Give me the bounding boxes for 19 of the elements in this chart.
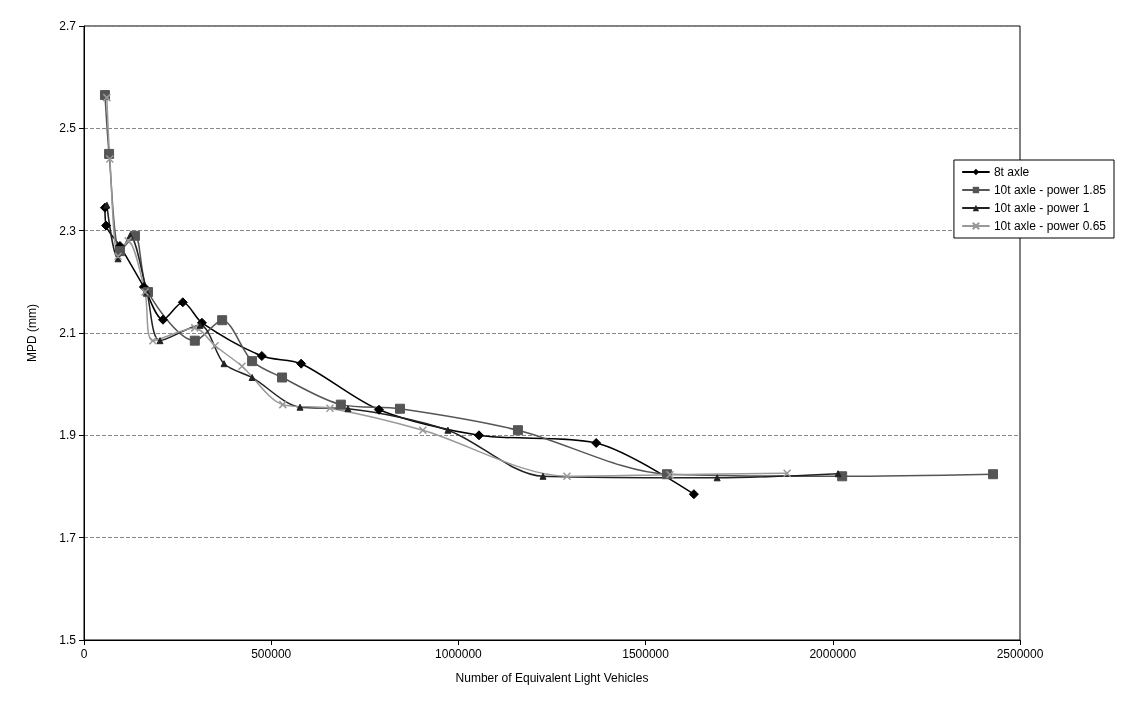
x-tick-label: 0 xyxy=(80,647,88,661)
y-tick-label: 1.7 xyxy=(59,530,77,545)
legend-label: 10t axle - power 0.65 xyxy=(993,219,1107,233)
x-tick-label: 2500000 xyxy=(996,647,1044,661)
y-tick-label: 2.7 xyxy=(59,19,77,33)
y-tick-label: 2.1 xyxy=(59,326,77,340)
y-tick-label: 2.3 xyxy=(59,223,77,238)
y-tick-label: 1.9 xyxy=(59,428,77,443)
y-tick-label: 1.5 xyxy=(59,633,77,647)
legend-label: 10t axle - power 1 xyxy=(993,201,1090,215)
x-tick-label: 1500000 xyxy=(622,647,670,661)
legend-label: 10t axle - power 1.85 xyxy=(993,183,1107,197)
x-tick-label: 2000000 xyxy=(809,647,857,661)
y-tick-label: 2.5 xyxy=(59,121,77,136)
x-tick-label: 1000000 xyxy=(435,647,483,661)
y-axis-title: MPD (mm) xyxy=(25,304,39,362)
legend-label: 8t axle xyxy=(993,165,1030,179)
x-tick-label: 500000 xyxy=(251,647,292,661)
x-axis-title: Number of Equivalent Light Vehicles xyxy=(455,671,649,685)
